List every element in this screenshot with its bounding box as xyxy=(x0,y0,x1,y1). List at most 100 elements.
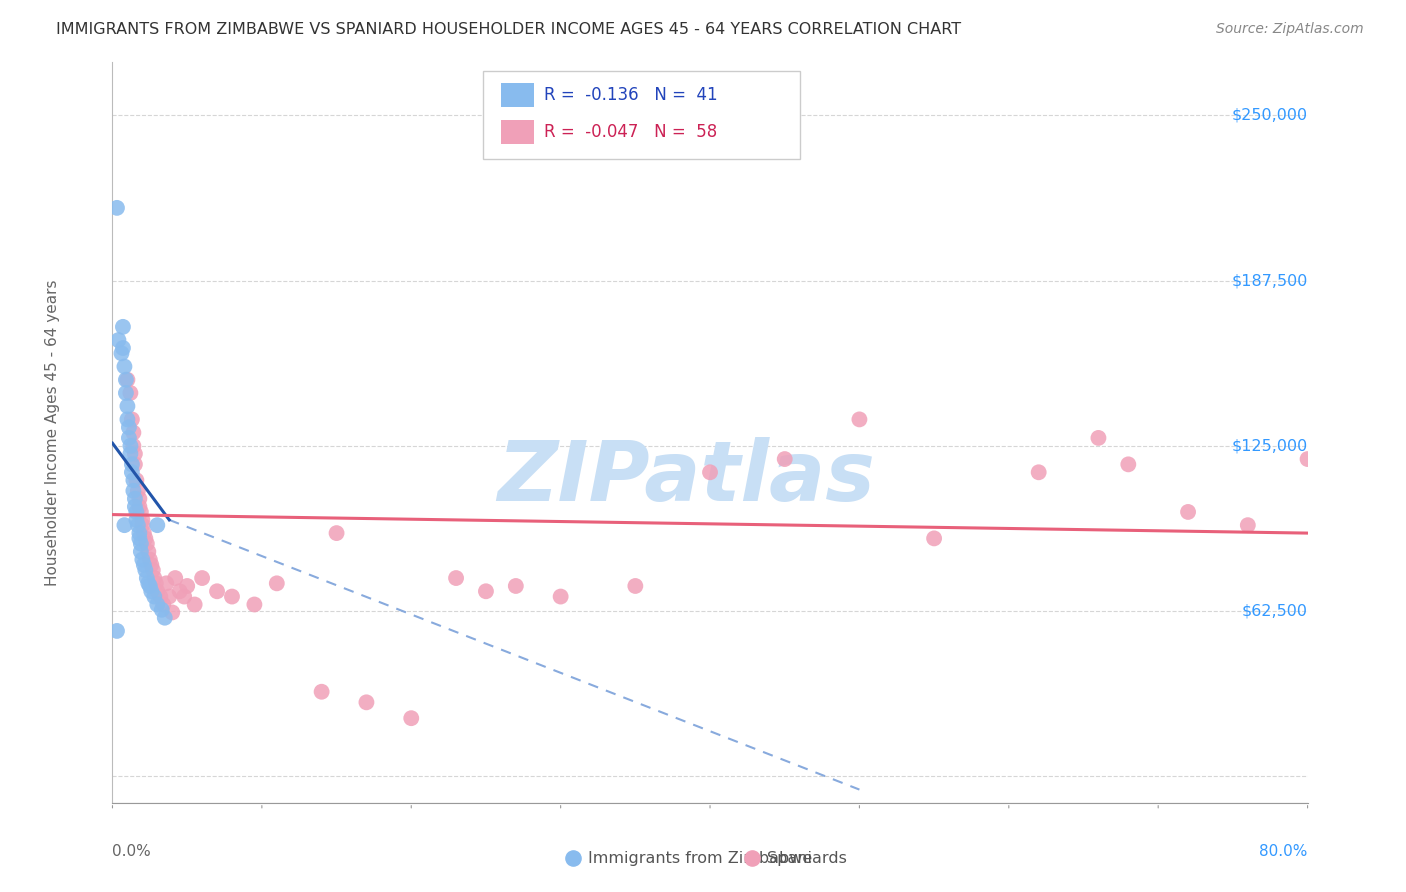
Point xyxy=(120,439,142,453)
Point xyxy=(1087,431,1109,445)
Point xyxy=(124,500,146,514)
Point xyxy=(146,584,169,599)
Point xyxy=(105,201,128,215)
Point xyxy=(127,518,149,533)
Point xyxy=(114,359,135,374)
Point xyxy=(125,513,148,527)
Point xyxy=(165,571,187,585)
Point xyxy=(773,452,796,467)
Point xyxy=(128,526,150,541)
Point xyxy=(1177,505,1199,519)
Point xyxy=(121,412,143,426)
Point xyxy=(149,590,172,604)
Point xyxy=(176,579,198,593)
Point xyxy=(900,769,922,783)
Point xyxy=(135,571,157,585)
Text: $62,500: $62,500 xyxy=(1241,604,1308,618)
Point xyxy=(141,558,163,572)
Point xyxy=(1028,465,1050,479)
Point xyxy=(131,518,153,533)
Point xyxy=(243,598,266,612)
Point xyxy=(311,685,333,699)
Text: Source: ZipAtlas.com: Source: ZipAtlas.com xyxy=(1216,22,1364,37)
Point xyxy=(124,447,146,461)
Point xyxy=(475,584,498,599)
Point xyxy=(444,571,467,585)
Text: 80.0%: 80.0% xyxy=(1260,844,1308,858)
Point xyxy=(146,598,169,612)
Point xyxy=(138,544,160,558)
Point xyxy=(922,532,945,546)
Text: Householder Income Ages 45 - 64 years: Householder Income Ages 45 - 64 years xyxy=(45,279,60,586)
Point xyxy=(401,711,423,725)
Point xyxy=(110,346,132,360)
Text: Spaniards: Spaniards xyxy=(768,851,848,866)
Point xyxy=(550,590,572,604)
Text: $187,500: $187,500 xyxy=(1232,273,1308,288)
Point xyxy=(142,563,165,577)
Point xyxy=(131,552,153,566)
Point xyxy=(169,584,191,599)
Point xyxy=(1237,518,1260,533)
Point xyxy=(118,431,141,445)
Point xyxy=(127,483,149,498)
Text: $250,000: $250,000 xyxy=(1232,108,1308,123)
Point xyxy=(114,518,135,533)
Text: Immigrants from Zimbabwe: Immigrants from Zimbabwe xyxy=(588,851,813,866)
Point xyxy=(118,420,141,434)
Bar xyxy=(501,83,534,107)
Point xyxy=(115,386,138,401)
Text: 0.0%: 0.0% xyxy=(112,844,152,858)
Point xyxy=(183,598,205,612)
Text: IMMIGRANTS FROM ZIMBABWE VS SPANIARD HOUSEHOLDER INCOME AGES 45 - 64 YEARS CORRE: IMMIGRANTS FROM ZIMBABWE VS SPANIARD HOU… xyxy=(56,22,962,37)
Point xyxy=(848,412,870,426)
Point xyxy=(122,425,145,440)
Point xyxy=(221,590,243,604)
Point xyxy=(125,473,148,487)
Point xyxy=(155,576,177,591)
Point xyxy=(1118,458,1140,472)
Point xyxy=(162,606,183,620)
Point xyxy=(122,483,145,498)
Point xyxy=(152,598,174,612)
Point xyxy=(132,558,155,572)
Point xyxy=(107,333,129,347)
Point xyxy=(145,576,167,591)
Text: R =  -0.047   N =  58: R = -0.047 N = 58 xyxy=(544,123,717,141)
Point xyxy=(105,624,128,638)
Point xyxy=(191,571,214,585)
Point xyxy=(1296,452,1319,467)
Point xyxy=(356,695,378,709)
Point xyxy=(134,563,156,577)
Point xyxy=(132,526,155,541)
Point xyxy=(111,319,134,334)
Point xyxy=(120,386,142,401)
Point xyxy=(122,473,145,487)
Point xyxy=(138,576,160,591)
Point xyxy=(505,579,527,593)
Point xyxy=(143,590,166,604)
Text: $125,000: $125,000 xyxy=(1232,438,1308,453)
Text: R =  -0.136   N =  41: R = -0.136 N = 41 xyxy=(544,86,717,104)
Point xyxy=(139,552,162,566)
Point xyxy=(150,603,173,617)
Point xyxy=(128,491,150,506)
Point xyxy=(121,465,143,479)
Point xyxy=(699,465,721,479)
Point xyxy=(128,500,150,514)
Point xyxy=(143,571,166,585)
Point xyxy=(676,769,699,783)
Point xyxy=(124,458,146,472)
Point xyxy=(121,458,143,472)
Point xyxy=(115,373,138,387)
Point xyxy=(624,579,647,593)
FancyBboxPatch shape xyxy=(484,71,800,159)
Point xyxy=(135,536,157,550)
Point xyxy=(129,544,152,558)
Point xyxy=(173,590,195,604)
Point xyxy=(131,513,153,527)
Point xyxy=(117,412,139,426)
Point xyxy=(125,505,148,519)
Point xyxy=(134,532,156,546)
Point xyxy=(117,399,139,413)
